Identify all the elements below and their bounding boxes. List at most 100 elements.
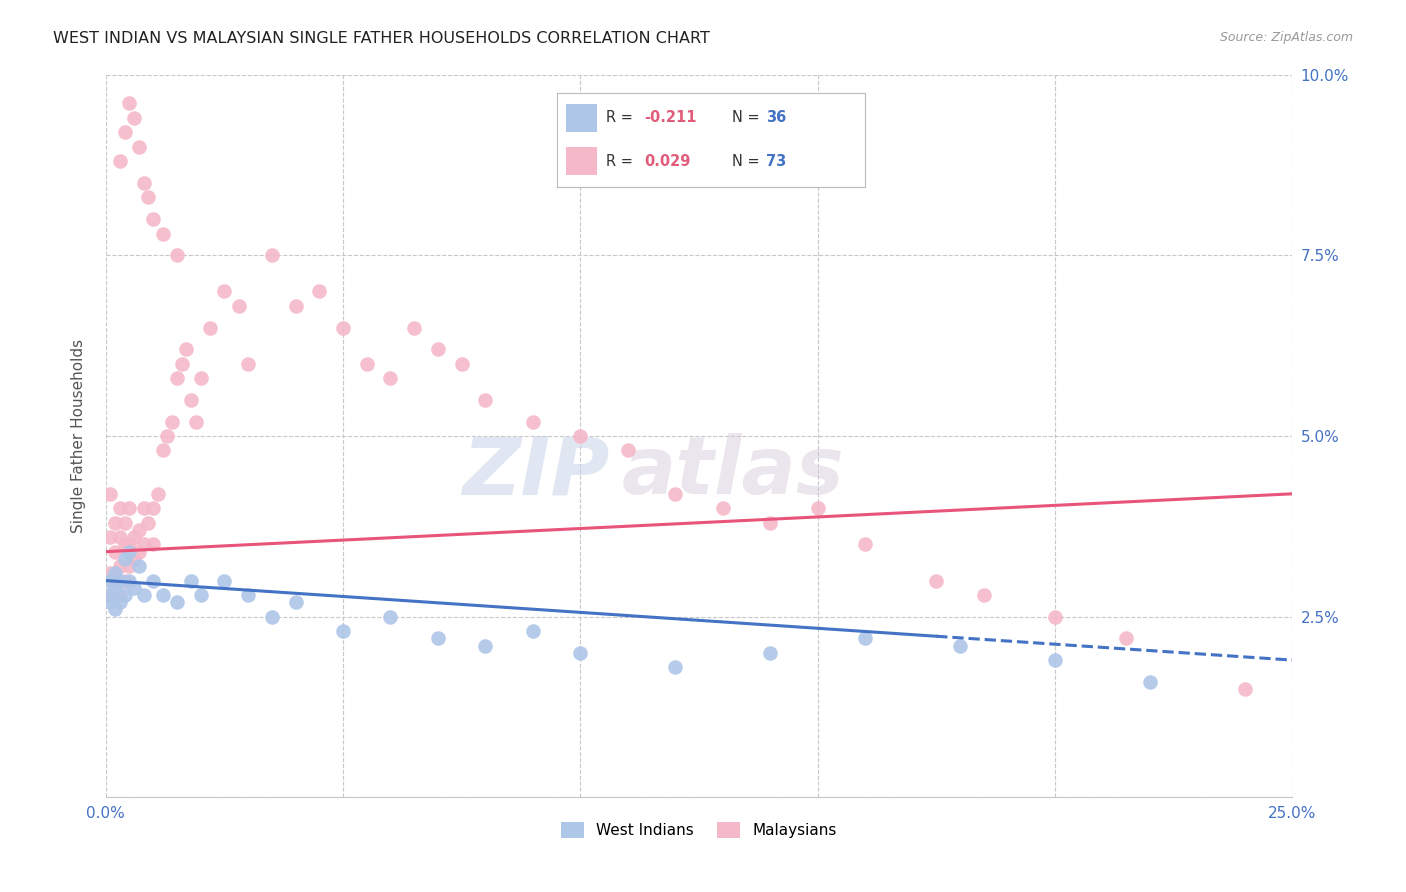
Point <box>132 588 155 602</box>
Point <box>176 343 198 357</box>
Point <box>160 415 183 429</box>
Point <box>180 574 202 588</box>
Point <box>142 501 165 516</box>
Point <box>853 537 876 551</box>
Point <box>122 552 145 566</box>
Text: WEST INDIAN VS MALAYSIAN SINGLE FATHER HOUSEHOLDS CORRELATION CHART: WEST INDIAN VS MALAYSIAN SINGLE FATHER H… <box>53 31 710 46</box>
Point <box>118 559 141 574</box>
Point <box>973 588 995 602</box>
Legend: West Indians, Malaysians: West Indians, Malaysians <box>555 816 842 844</box>
Point <box>759 516 782 530</box>
Point <box>100 595 122 609</box>
Point <box>170 357 193 371</box>
Point <box>332 320 354 334</box>
Point <box>404 320 426 334</box>
Point <box>138 516 160 530</box>
Point <box>474 392 496 407</box>
Point <box>142 537 165 551</box>
Point <box>100 487 122 501</box>
Point <box>114 574 136 588</box>
Point <box>166 248 188 262</box>
Point <box>132 537 155 551</box>
Point <box>569 429 592 443</box>
Text: ZIP: ZIP <box>463 434 610 511</box>
Point <box>308 285 330 299</box>
Point <box>214 285 236 299</box>
Point <box>522 624 544 639</box>
Point <box>1233 681 1256 696</box>
Point <box>100 574 122 588</box>
Point <box>152 227 174 241</box>
Point <box>180 392 202 407</box>
Point <box>426 632 449 646</box>
Point <box>228 299 250 313</box>
Point <box>108 501 131 516</box>
Point <box>128 140 150 154</box>
Point <box>114 125 136 139</box>
Point <box>759 646 782 660</box>
Point <box>166 371 188 385</box>
Point <box>1043 609 1066 624</box>
Point <box>152 588 174 602</box>
Point <box>214 574 236 588</box>
Point <box>118 574 141 588</box>
Point <box>332 624 354 639</box>
Point <box>198 320 221 334</box>
Point <box>104 574 127 588</box>
Point <box>100 566 122 581</box>
Point <box>122 111 145 125</box>
Point <box>949 639 972 653</box>
Point <box>108 154 131 169</box>
Point <box>853 632 876 646</box>
Point <box>142 574 165 588</box>
Point <box>166 595 188 609</box>
Point <box>450 357 472 371</box>
Point <box>118 537 141 551</box>
Point <box>122 530 145 544</box>
Point <box>616 443 638 458</box>
Point <box>128 544 150 558</box>
Point <box>380 609 402 624</box>
Point <box>1115 632 1137 646</box>
Y-axis label: Single Father Households: Single Father Households <box>72 339 86 533</box>
Point <box>108 595 131 609</box>
Text: atlas: atlas <box>621 434 845 511</box>
Text: Source: ZipAtlas.com: Source: ZipAtlas.com <box>1219 31 1353 45</box>
Point <box>260 609 283 624</box>
Point <box>925 574 948 588</box>
Point <box>356 357 378 371</box>
Point <box>1043 653 1066 667</box>
Point <box>1139 674 1161 689</box>
Point <box>108 588 131 602</box>
Point <box>104 566 127 581</box>
Point <box>806 501 828 516</box>
Point <box>664 487 686 501</box>
Point <box>100 530 122 544</box>
Point <box>236 357 259 371</box>
Point <box>190 588 212 602</box>
Point <box>118 96 141 111</box>
Point <box>138 190 160 204</box>
Point <box>184 415 207 429</box>
Point <box>104 581 127 595</box>
Point <box>132 176 155 190</box>
Point <box>426 343 449 357</box>
Point <box>284 595 307 609</box>
Point <box>260 248 283 262</box>
Point <box>128 559 150 574</box>
Point <box>156 429 179 443</box>
Point <box>132 501 155 516</box>
Point <box>108 559 131 574</box>
Point <box>104 602 127 616</box>
Point <box>122 581 145 595</box>
Point <box>474 639 496 653</box>
Point <box>100 588 122 602</box>
Point <box>104 544 127 558</box>
Point <box>118 501 141 516</box>
Point <box>118 544 141 558</box>
Point <box>284 299 307 313</box>
Point <box>108 530 131 544</box>
Point <box>128 523 150 537</box>
Point <box>104 516 127 530</box>
Point <box>236 588 259 602</box>
